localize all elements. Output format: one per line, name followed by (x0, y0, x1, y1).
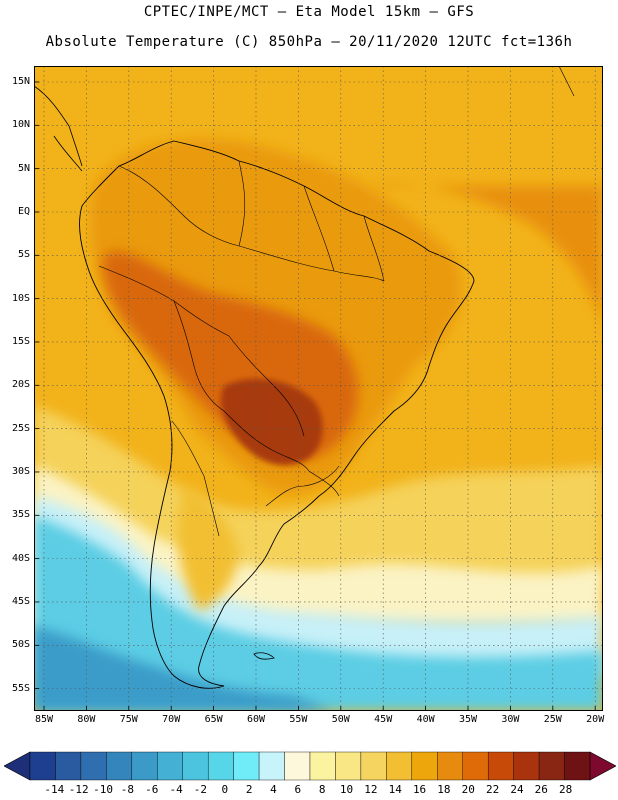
lon-label: 30W (501, 714, 520, 725)
chart-title-line2: Absolute Temperature (C) 850hPa – 20/11/… (45, 34, 573, 50)
lat-label: 15N (11, 76, 30, 87)
colorbar-label: 2 (245, 783, 253, 796)
map-frame (34, 66, 603, 711)
colorbar-label: 20 (461, 783, 475, 796)
colorbar-box (437, 751, 463, 781)
colorbar-label: 28 (559, 783, 573, 796)
field-cold-region (34, 516, 603, 711)
falkland-islands (253, 652, 275, 660)
colorbar-box (182, 751, 209, 781)
colorbar-label: -14 (44, 783, 65, 796)
lon-label: 40W (416, 714, 435, 725)
colorbar-box (131, 751, 158, 781)
lat-label: 45S (11, 595, 30, 607)
colorbar-box (487, 751, 514, 781)
colorbar-box (309, 751, 336, 781)
lon-label: 70W (162, 714, 181, 725)
temperature-map (34, 66, 603, 711)
lon-label: 75W (119, 714, 138, 725)
colorbar-box (80, 751, 107, 781)
colorbar-under-arrow (4, 751, 31, 781)
lon-label: 60W (246, 714, 266, 725)
lat-label: 40S (11, 552, 30, 564)
colorbar-label: 24 (510, 783, 524, 796)
field-atlantic-plume (364, 183, 603, 326)
south-america-outline (79, 140, 475, 689)
colorbar-label: 22 (485, 783, 500, 796)
colorbar-box (335, 751, 362, 781)
colorbar-box (106, 751, 133, 781)
colorbar-label: 16 (412, 783, 427, 796)
colorbar-label: -8 (120, 783, 135, 796)
field-patagonia-warm (177, 486, 239, 611)
colorbar-box (29, 751, 56, 781)
colorbar-over-arrow (589, 751, 616, 781)
colorbar-label: 10 (339, 783, 354, 796)
country-borders (98, 160, 385, 537)
colorbar-label: -2 (193, 783, 208, 796)
colorbar-box (538, 751, 565, 781)
field-yellow-band (34, 406, 603, 586)
colorbar-label: 4 (270, 783, 277, 796)
chart-title-line1: CPTEC/INPE/MCT – Eta Model 15km – GFS (143, 4, 475, 20)
lon-label: 35W (458, 714, 478, 725)
field-coldest-region (34, 626, 334, 711)
colorbar-label: -6 (145, 783, 159, 796)
lon-label: 85W (34, 714, 54, 725)
lat-label: 15S (11, 335, 30, 347)
colorbar-label: 18 (437, 783, 451, 796)
colorbar-label: -12 (68, 783, 89, 796)
axis-ticks (34, 81, 596, 711)
lat-label: 10S (11, 292, 30, 304)
colorbar-box (55, 751, 82, 781)
colorbar-label: -4 (169, 783, 183, 796)
colorbar-box (564, 751, 591, 781)
lon-label: 50W (331, 714, 350, 725)
colorbar-label: 8 (318, 783, 326, 796)
lon-label: 25W (543, 714, 562, 725)
colorbar-box (284, 751, 311, 781)
colorbar-label: 12 (364, 783, 378, 796)
caribbean-islands (558, 66, 575, 97)
colorbar-box (462, 751, 489, 781)
graticule (34, 66, 603, 711)
colorbar-label: 26 (534, 783, 548, 796)
colorbar-box (157, 751, 183, 781)
lat-label: EQ (17, 205, 30, 217)
colorbar-label: 14 (388, 783, 402, 796)
colorbar-box (258, 751, 285, 781)
colorbar-label: -10 (93, 783, 113, 796)
colorbar-label: 0 (221, 783, 229, 796)
lon-label: 80W (77, 714, 96, 725)
lat-label: 10N (11, 119, 30, 131)
lat-label: 35S (11, 509, 30, 521)
lon-label: 45W (374, 714, 393, 725)
lat-label: 50S (11, 639, 30, 651)
lon-label: 65W (204, 714, 223, 725)
colorbar-label: 6 (294, 783, 302, 796)
colorbar-box (207, 751, 234, 781)
colorbar-box (411, 751, 438, 781)
lon-label: 55W (289, 714, 308, 725)
lat-label: 30S (11, 465, 30, 477)
lat-label: 25S (11, 422, 30, 434)
colorbar-box (360, 751, 387, 781)
field-hot-core (220, 378, 323, 466)
colorbar-box (233, 751, 260, 781)
colorbar-box (386, 751, 413, 781)
lon-label: 20W (586, 714, 605, 725)
lat-label: 20S (11, 379, 30, 391)
colorbar (4, 751, 616, 781)
lat-label: 5N (17, 162, 30, 174)
lat-label: 55S (11, 682, 30, 694)
colorbar-box (513, 751, 540, 781)
lat-label: 5S (17, 249, 30, 261)
